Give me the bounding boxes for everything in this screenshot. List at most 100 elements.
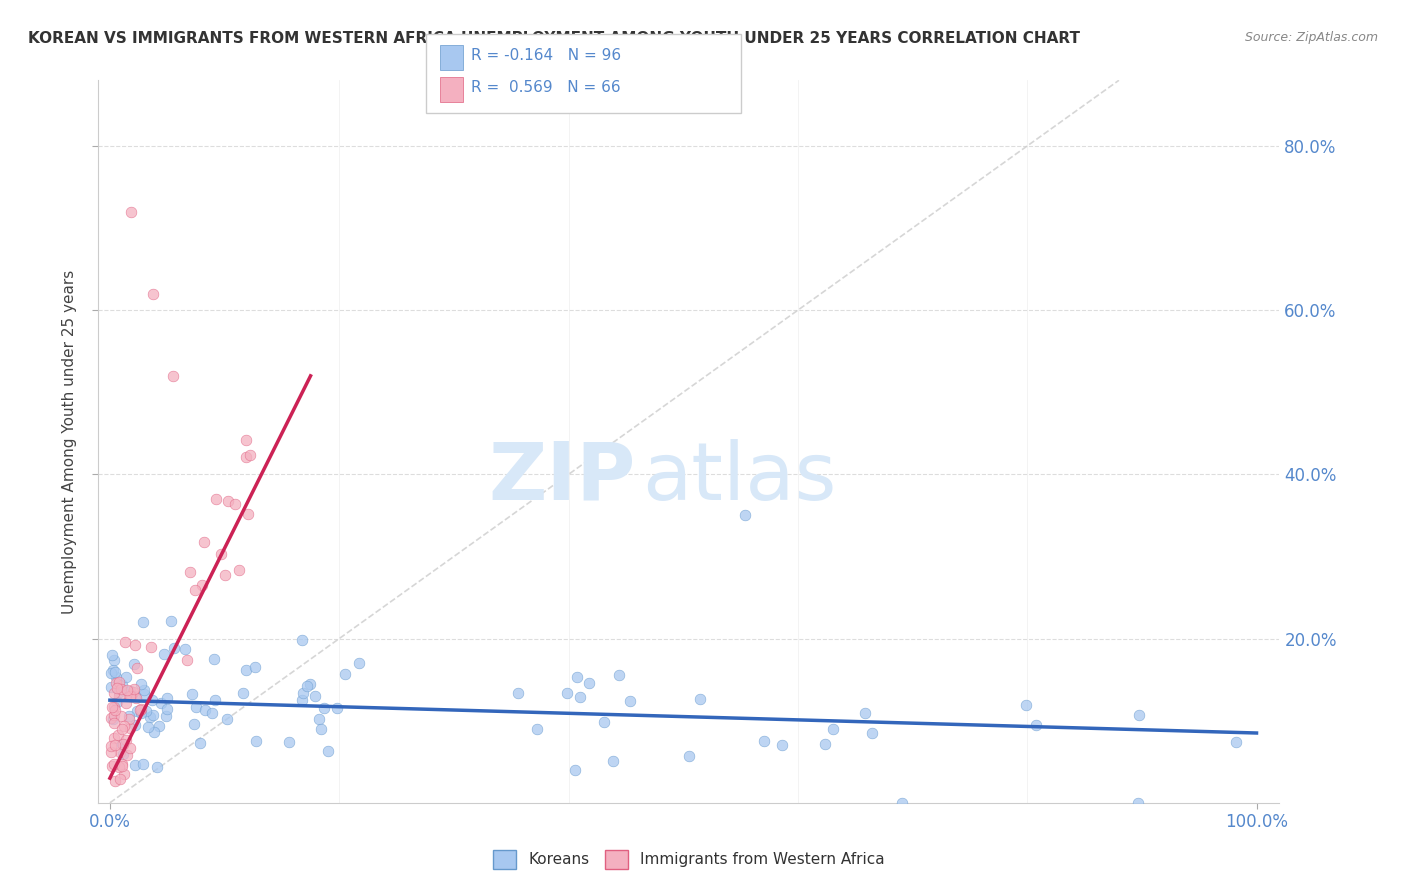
Point xyxy=(734,508,756,523)
Point xyxy=(118,712,141,726)
Point xyxy=(291,693,314,707)
Point xyxy=(155,709,177,723)
Point xyxy=(124,758,146,772)
Point xyxy=(112,747,135,761)
Text: KOREAN VS IMMIGRANTS FROM WESTERN AFRICA UNEMPLOYMENT AMONG YOUTH UNDER 25 YEARS: KOREAN VS IMMIGRANTS FROM WESTERN AFRICA… xyxy=(28,31,1080,46)
Point xyxy=(100,648,122,662)
Point xyxy=(103,715,125,730)
Point xyxy=(100,680,122,694)
Point xyxy=(105,675,128,690)
Point xyxy=(111,756,134,771)
Point xyxy=(139,640,162,655)
Point xyxy=(181,687,204,701)
Point xyxy=(108,675,131,690)
Point xyxy=(104,703,127,717)
Point xyxy=(105,681,128,695)
Point xyxy=(298,677,321,691)
Point xyxy=(754,734,776,748)
Point xyxy=(118,684,141,698)
Point xyxy=(191,577,214,591)
Point xyxy=(103,757,125,772)
Point xyxy=(107,728,129,742)
Point xyxy=(156,690,179,705)
Point xyxy=(821,723,844,737)
Legend: Koreans, Immigrants from Western Africa: Koreans, Immigrants from Western Africa xyxy=(486,844,891,875)
Text: R = -0.164   N = 96: R = -0.164 N = 96 xyxy=(471,48,621,63)
Point xyxy=(112,766,135,780)
Text: R =  0.569   N = 66: R = 0.569 N = 66 xyxy=(471,80,620,95)
Point xyxy=(1025,718,1047,732)
Point xyxy=(129,703,152,717)
Point xyxy=(112,737,135,751)
Point xyxy=(163,640,186,655)
Point xyxy=(104,738,127,752)
Point xyxy=(179,565,201,579)
Point xyxy=(184,582,207,597)
Point xyxy=(115,670,138,684)
Point xyxy=(215,712,238,726)
Point xyxy=(122,684,145,698)
Point xyxy=(132,682,155,697)
Point xyxy=(120,204,142,219)
Point xyxy=(112,719,135,733)
Point xyxy=(104,665,127,680)
Point xyxy=(101,700,124,714)
Point xyxy=(173,642,195,657)
Point xyxy=(235,664,257,678)
Point xyxy=(125,690,148,705)
Point xyxy=(103,707,125,722)
Point xyxy=(142,724,165,739)
Point xyxy=(224,497,246,511)
Point xyxy=(146,760,169,774)
Point xyxy=(1015,698,1038,712)
Point xyxy=(108,745,131,759)
Point xyxy=(120,722,142,736)
Point xyxy=(156,702,179,716)
Point xyxy=(245,734,267,748)
Point xyxy=(568,690,591,705)
Point xyxy=(183,716,205,731)
Point xyxy=(891,796,914,810)
Point xyxy=(202,652,225,666)
Point xyxy=(122,681,145,696)
Point xyxy=(105,670,128,684)
Point xyxy=(124,690,146,704)
Point xyxy=(159,614,181,628)
Point xyxy=(235,434,257,448)
Point xyxy=(120,741,142,756)
Point xyxy=(111,678,134,692)
Point xyxy=(578,676,600,690)
Point xyxy=(101,712,124,726)
Point xyxy=(333,666,356,681)
Point xyxy=(134,687,156,701)
Point xyxy=(125,704,148,718)
Point xyxy=(217,494,239,508)
Point xyxy=(138,710,160,724)
Point xyxy=(117,747,139,762)
Point xyxy=(110,708,132,723)
Point xyxy=(193,534,215,549)
Point xyxy=(100,758,122,772)
Point xyxy=(593,715,616,730)
Point xyxy=(110,681,132,696)
Point xyxy=(295,679,318,693)
Point xyxy=(111,737,134,751)
Point xyxy=(103,699,125,714)
Point xyxy=(814,737,837,751)
Point xyxy=(107,685,129,699)
Point xyxy=(149,696,172,710)
Point xyxy=(115,696,138,710)
Point xyxy=(101,663,124,677)
Point xyxy=(506,686,529,700)
Point xyxy=(120,689,142,703)
Point xyxy=(205,491,228,506)
Point xyxy=(232,686,254,700)
Point xyxy=(228,563,250,577)
Point xyxy=(100,739,122,753)
Point xyxy=(138,720,160,734)
Point xyxy=(235,450,257,464)
Point xyxy=(132,615,155,629)
Point xyxy=(1225,735,1247,749)
Point xyxy=(103,731,125,746)
Point xyxy=(118,709,141,723)
